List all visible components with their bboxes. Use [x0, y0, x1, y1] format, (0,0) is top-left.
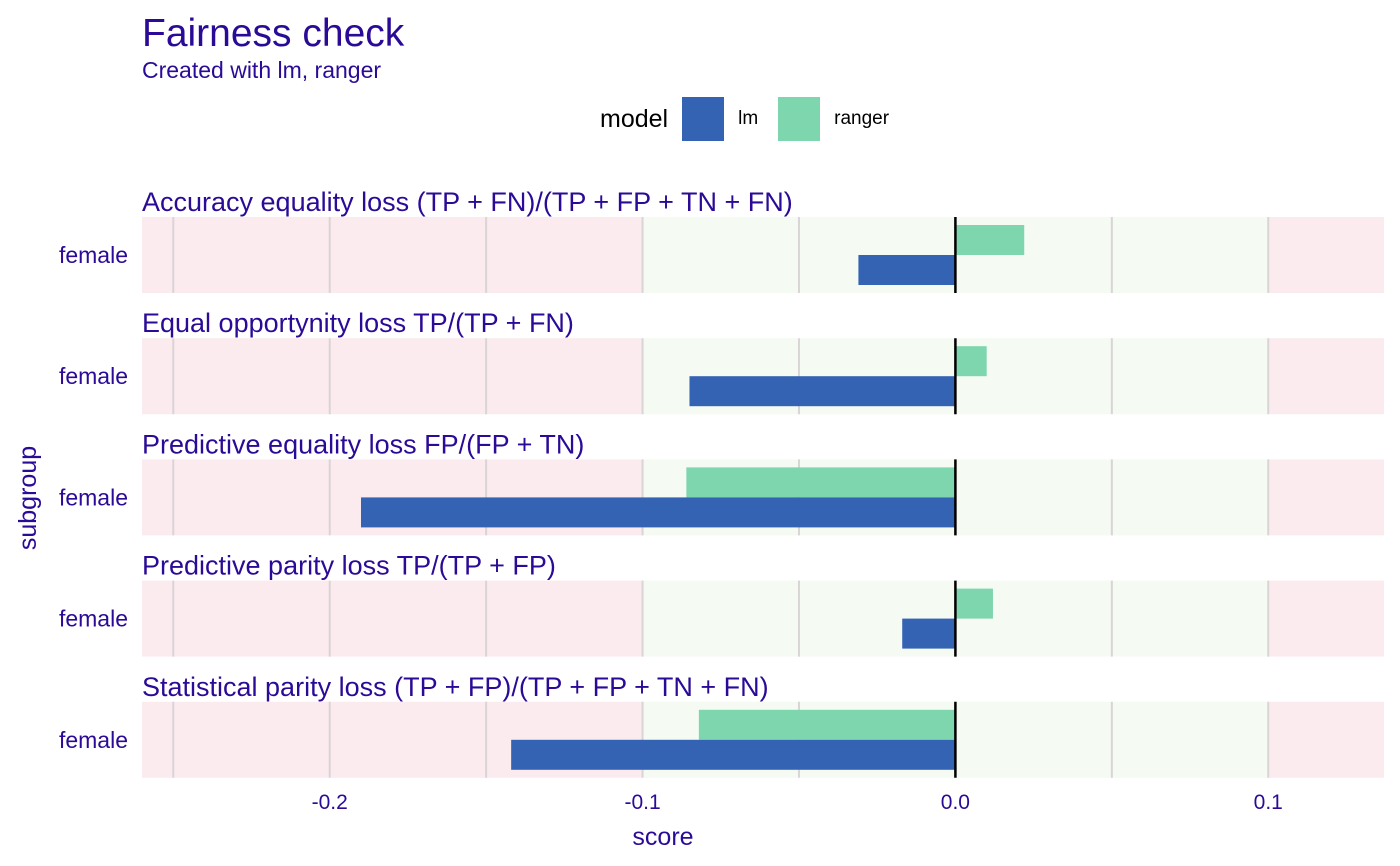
y-axis-title: subgroup	[14, 446, 42, 550]
unfair-band-left	[142, 217, 643, 293]
legend-label-ranger: ranger	[834, 108, 890, 129]
panel-title: Statistical parity loss (TP + FP)/(TP + …	[142, 672, 769, 702]
bar-lm	[858, 255, 956, 285]
bar-ranger	[686, 467, 956, 498]
chart-title: Fairness check	[142, 12, 405, 55]
legend-label-lm: lm	[738, 108, 759, 129]
panel-title: Predictive equality loss FP/(FP + TN)	[142, 429, 584, 459]
unfair-band-right	[1268, 217, 1384, 293]
bar-lm	[511, 739, 956, 770]
bar-lm	[689, 376, 956, 407]
x-tick-label: -0.1	[624, 791, 660, 814]
y-tick-label: female	[59, 484, 128, 510]
legend-key-ranger	[778, 97, 821, 141]
unfair-band-right	[1268, 701, 1384, 778]
y-tick-label: female	[59, 363, 128, 389]
panel-title: Accuracy equality loss (TP + FN)/(TP + F…	[142, 187, 793, 217]
unfair-band-right	[1268, 338, 1384, 415]
unfair-band-left	[142, 580, 643, 657]
unfair-band-right	[1268, 459, 1384, 536]
x-tick-label: 0.0	[941, 791, 970, 814]
x-tick-label: -0.2	[312, 791, 348, 814]
bar-ranger	[698, 709, 956, 740]
unfair-band-right	[1268, 580, 1384, 657]
bar-ranger	[955, 346, 987, 377]
legend: model lm ranger	[600, 96, 909, 142]
y-tick-label: female	[59, 727, 128, 753]
y-tick-label: female	[59, 606, 128, 632]
legend-title: model	[600, 104, 669, 133]
legend-key-lm	[682, 97, 725, 141]
x-tick-label: 0.1	[1254, 791, 1283, 814]
bar-ranger	[955, 225, 1025, 255]
chart-subtitle: Created with lm, ranger	[142, 57, 382, 83]
panel-title: Equal opportynity loss TP/(TP + FN)	[142, 308, 574, 338]
bar-lm	[902, 618, 956, 649]
panel-title: Predictive parity loss TP/(TP + FP)	[142, 551, 556, 581]
bar-lm	[360, 497, 956, 528]
x-axis-title: score	[632, 823, 693, 851]
bar-ranger	[955, 588, 993, 619]
unfair-band-left	[142, 338, 643, 415]
y-tick-label: female	[59, 242, 128, 268]
